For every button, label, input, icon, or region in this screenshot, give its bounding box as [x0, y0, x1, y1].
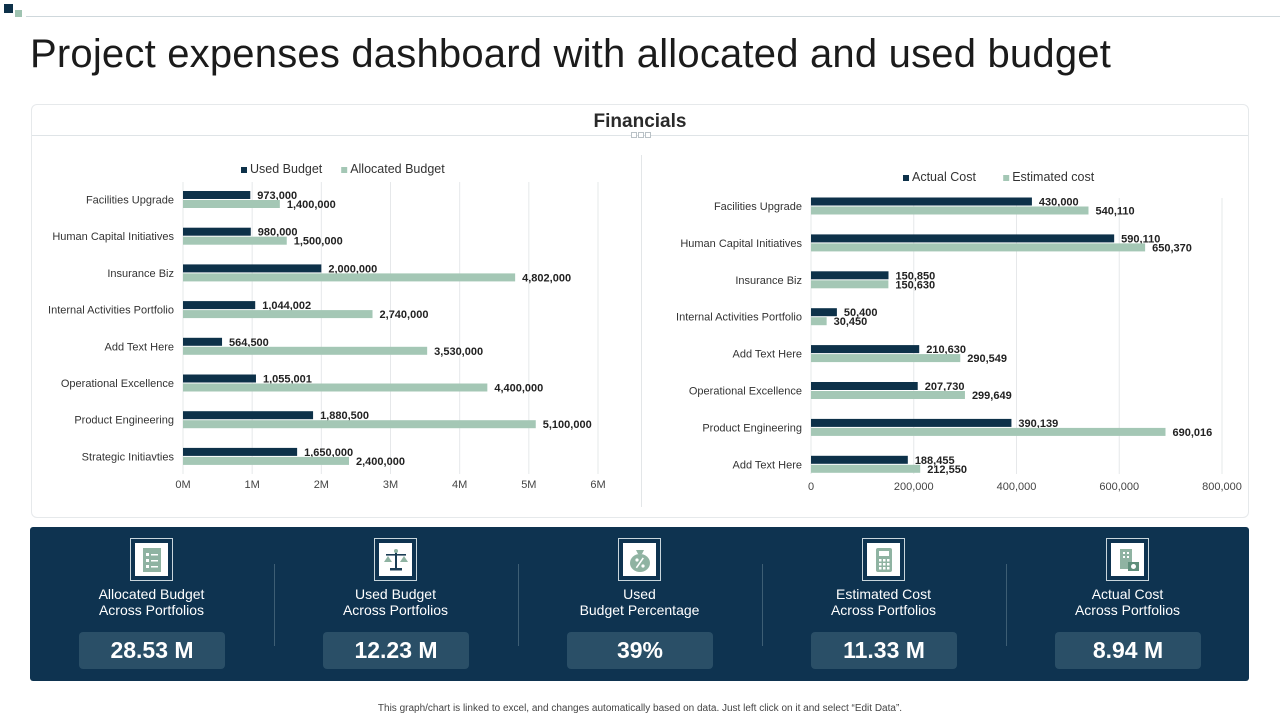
bar	[811, 391, 965, 399]
kpi-label-line1: Estimated Cost	[762, 586, 1005, 602]
data-label: 150,630	[895, 279, 935, 291]
kpi-label-line2: Across Portfolios	[1006, 602, 1249, 618]
data-label: 290,549	[967, 353, 1007, 365]
bar	[811, 271, 888, 279]
data-label: 212,550	[927, 464, 967, 476]
kpi-value: 11.33 M	[811, 632, 957, 669]
kpi-label: Allocated Budget Across Portfolios	[30, 586, 273, 618]
building-dollar-icon	[1106, 538, 1149, 581]
kpi-value: 39%	[567, 632, 713, 669]
bar	[811, 456, 908, 464]
kpi-value: 12.23 M	[323, 632, 469, 669]
kpi-label-line2: Across Portfolios	[274, 602, 517, 618]
x-tick-label: 0	[808, 481, 814, 493]
legend-swatch	[1003, 175, 1009, 181]
data-label: 540,110	[1095, 206, 1134, 218]
category-label: Add Text Here	[732, 349, 802, 361]
data-label: 690,016	[1172, 427, 1212, 439]
bar	[811, 280, 888, 288]
x-tick-label: 200,000	[894, 481, 934, 493]
bar	[811, 428, 1165, 436]
category-label: Insurance Biz	[735, 275, 802, 287]
x-tick-label: 600,000	[1099, 481, 1139, 493]
kpi-value: 8.94 M	[1055, 632, 1201, 669]
kpi-card-estimated-cost[interactable]: Estimated Cost Across Portfolios 11.33 M	[762, 527, 1005, 681]
data-label: 650,370	[1152, 242, 1192, 254]
calculator-icon	[862, 538, 905, 581]
kpi-card-actual-cost[interactable]: Actual Cost Across Portfolios 8.94 M	[1006, 527, 1249, 681]
kpi-label: Estimated Cost Across Portfolios	[762, 586, 1005, 618]
kpi-label-line1: Used Budget	[274, 586, 517, 602]
bar	[811, 308, 837, 316]
bar	[811, 317, 827, 325]
category-label: Add Text Here	[732, 459, 802, 471]
kpi-label-line1: Actual Cost	[1006, 586, 1249, 602]
bar	[811, 234, 1114, 242]
bar	[811, 354, 960, 362]
document-list-icon	[130, 538, 173, 581]
bar	[811, 198, 1032, 206]
bar	[811, 419, 1011, 427]
bar	[811, 382, 918, 390]
kpi-value: 28.53 M	[79, 632, 225, 669]
bar	[811, 465, 920, 473]
kpi-label-line2: Across Portfolios	[30, 602, 273, 618]
category-label: Human Capital Initiatives	[680, 238, 802, 250]
category-label: Facilities Upgrade	[714, 201, 802, 213]
category-label: Operational Excellence	[689, 386, 802, 398]
kpi-panel: Allocated Budget Across Portfolios 28.53…	[30, 527, 1249, 681]
kpi-card-used-percentage[interactable]: Used Budget Percentage 39%	[518, 527, 761, 681]
kpi-label-line2: Across Portfolios	[762, 602, 1005, 618]
legend-label: Actual Cost	[912, 170, 976, 184]
bar	[811, 207, 1088, 215]
kpi-label-line1: Allocated Budget	[30, 586, 273, 602]
kpi-label-line1: Used	[518, 586, 761, 602]
data-label: 30,450	[834, 316, 868, 328]
x-tick-label: 400,000	[997, 481, 1037, 493]
balance-scale-icon	[374, 538, 417, 581]
kpi-label: Used Budget Percentage	[518, 586, 761, 618]
kpi-label-line2: Budget Percentage	[518, 602, 761, 618]
money-bag-percent-icon	[618, 538, 661, 581]
kpi-label: Used Budget Across Portfolios	[274, 586, 517, 618]
bar	[811, 345, 919, 353]
data-label: 299,649	[972, 390, 1012, 402]
x-tick-label: 800,000	[1202, 481, 1242, 493]
legend-swatch	[903, 175, 909, 181]
kpi-label: Actual Cost Across Portfolios	[1006, 586, 1249, 618]
legend-label: Estimated cost	[1012, 170, 1095, 184]
kpi-card-allocated-budget[interactable]: Allocated Budget Across Portfolios 28.53…	[30, 527, 273, 681]
category-label: Product Engineering	[702, 422, 802, 434]
bar	[811, 243, 1145, 251]
category-label: Internal Activities Portfolio	[676, 312, 802, 324]
footnote: This graph/chart is linked to excel, and…	[0, 703, 1280, 714]
cost-bar-chart[interactable]: 0 200,000 400,000 600,000 800,000 Actual Cost…	[0, 0, 1280, 520]
kpi-card-used-budget[interactable]: Used Budget Across Portfolios 12.23 M	[274, 527, 517, 681]
